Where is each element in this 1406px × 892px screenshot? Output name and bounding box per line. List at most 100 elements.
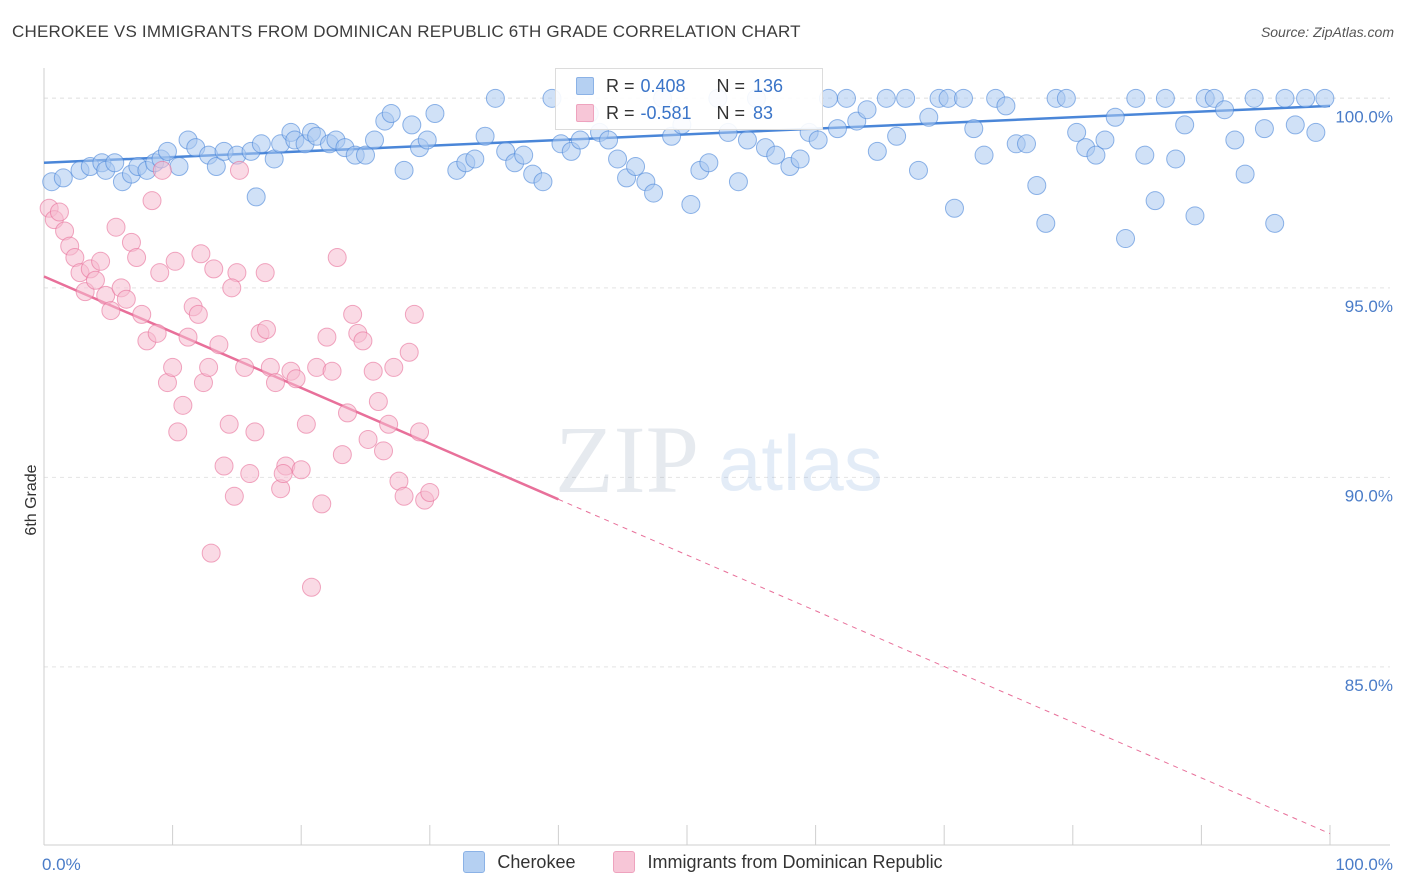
point-cherokee xyxy=(1315,88,1335,108)
point-cherokee xyxy=(1056,88,1076,108)
y-tick-label: 90.0% xyxy=(1345,486,1393,505)
point-cherokee xyxy=(246,187,266,207)
point-cherokee xyxy=(867,141,887,161)
point-cherokee xyxy=(1036,213,1056,233)
point-cherokee xyxy=(417,130,437,150)
point-cherokee xyxy=(465,149,485,169)
point-dominican xyxy=(173,395,193,415)
point-cherokee xyxy=(1235,164,1255,184)
legend-n-label: N = xyxy=(716,75,746,96)
data-points xyxy=(39,88,1335,597)
point-cherokee xyxy=(157,141,177,161)
point-cherokee xyxy=(394,160,414,180)
point-cherokee xyxy=(644,183,664,203)
point-dominican xyxy=(209,335,229,355)
point-cherokee xyxy=(808,130,828,150)
point-cherokee xyxy=(857,100,877,120)
point-cherokee xyxy=(790,149,810,169)
point-cherokee xyxy=(356,145,375,165)
point-dominican xyxy=(394,486,414,506)
source-label: Source: ZipAtlas.com xyxy=(1260,24,1394,40)
watermark: ZIP atlas xyxy=(555,406,883,513)
x-tick-label: 100.0% xyxy=(1335,855,1393,874)
trend-line-dominican xyxy=(43,275,559,501)
point-dominican xyxy=(332,445,352,465)
point-dominican xyxy=(256,320,276,340)
point-dominican xyxy=(199,357,219,377)
x-tick-label: 0.0% xyxy=(42,855,81,874)
point-dominican xyxy=(101,301,121,321)
point-dominican xyxy=(343,304,363,324)
point-dominican xyxy=(222,278,242,298)
point-dominican xyxy=(312,494,332,514)
point-cherokee xyxy=(105,153,125,173)
point-cherokee xyxy=(876,88,896,108)
point-dominican xyxy=(368,392,388,412)
point-cherokee xyxy=(1166,149,1186,169)
point-cherokee xyxy=(827,119,847,139)
series-legend-cherokee[interactable]: Cherokee xyxy=(463,851,575,873)
point-dominican xyxy=(127,248,147,268)
point-cherokee xyxy=(1086,145,1106,165)
point-dominican xyxy=(379,414,399,434)
point-cherokee xyxy=(608,149,628,169)
point-cherokee xyxy=(514,145,534,165)
point-cherokee xyxy=(1145,191,1165,211)
legend-r-value-cherokee: 0.408 xyxy=(640,75,686,96)
point-dominican xyxy=(255,263,275,283)
point-cherokee xyxy=(887,126,907,146)
point-cherokee xyxy=(402,115,422,135)
point-cherokee xyxy=(964,119,984,139)
point-dominican xyxy=(163,357,183,377)
legend-n-value-cherokee: 136 xyxy=(753,75,784,96)
point-cherokee xyxy=(1095,130,1115,150)
point-dominican xyxy=(178,327,198,347)
point-cherokee xyxy=(1225,130,1245,150)
point-dominican xyxy=(420,483,440,503)
point-cherokee xyxy=(169,157,189,177)
series-swatch-pink xyxy=(613,851,636,873)
point-cherokee xyxy=(533,172,553,192)
point-cherokee xyxy=(1244,88,1264,108)
series-legend-dominican[interactable]: Immigrants from Dominican Republic xyxy=(613,851,943,873)
point-cherokee xyxy=(896,88,916,108)
tick-labels: 85.0% 90.0% 95.0% 100.0% 0.0% 100.0% xyxy=(42,107,1393,874)
point-dominican xyxy=(301,577,321,597)
gridlines xyxy=(44,97,1390,668)
point-cherokee xyxy=(1185,206,1205,226)
point-cherokee xyxy=(699,153,719,173)
point-cherokee xyxy=(365,130,385,150)
point-dominican xyxy=(214,456,234,476)
trend-line-dominican-dashed xyxy=(558,498,1331,835)
point-dominican xyxy=(116,289,136,309)
point-cherokee xyxy=(766,145,786,165)
watermark-zip: ZIP xyxy=(555,406,699,513)
point-dominican xyxy=(358,429,378,449)
point-cherokee xyxy=(1126,88,1146,108)
series-legend-label: Immigrants from Dominican Republic xyxy=(647,851,943,872)
point-dominican xyxy=(204,259,224,279)
point-dominican xyxy=(273,464,293,484)
point-cherokee xyxy=(996,96,1016,116)
point-dominican xyxy=(296,414,316,434)
point-dominican xyxy=(165,251,185,271)
point-cherokee xyxy=(1254,119,1274,139)
point-cherokee xyxy=(836,88,856,108)
legend-swatch-blue xyxy=(576,77,594,95)
point-cherokee xyxy=(206,157,226,177)
legend-n-label: N = xyxy=(716,102,746,123)
correlation-legend: R = 0.408 N = 136 R = -0.581 N = 83 xyxy=(555,68,823,130)
point-dominican xyxy=(188,304,208,324)
point-cherokee xyxy=(953,88,973,108)
point-cherokee xyxy=(728,172,748,192)
series-legend: Cherokee Immigrants from Dominican Repub… xyxy=(0,851,1406,873)
legend-n-value-dominican: 83 xyxy=(753,102,774,123)
point-cherokee xyxy=(1135,145,1155,165)
point-cherokee xyxy=(1215,100,1235,120)
point-cherokee xyxy=(1306,122,1326,142)
point-cherokee xyxy=(681,194,701,214)
point-dominican xyxy=(224,486,244,506)
point-dominican xyxy=(327,248,347,268)
point-cherokee xyxy=(737,130,757,150)
